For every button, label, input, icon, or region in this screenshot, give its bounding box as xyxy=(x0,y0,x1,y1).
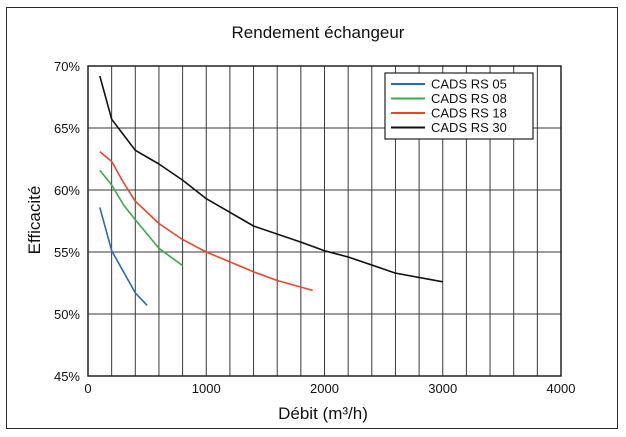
legend-label: CADS RS 18 xyxy=(431,106,507,121)
legend-label: CADS RS 30 xyxy=(431,120,507,135)
x-axis-label: Débit (m³/h) xyxy=(278,404,368,423)
y-tick-label: 50% xyxy=(54,307,80,322)
y-tick-labels: 45% 50% 55% 60% 65% 70% xyxy=(54,59,80,384)
y-tick-label: 55% xyxy=(54,245,80,260)
x-tick-label: 3000 xyxy=(428,381,457,396)
series-line xyxy=(99,150,313,292)
y-tick-label: 45% xyxy=(54,369,80,384)
legend-label: CADS RS 08 xyxy=(431,91,507,106)
series-line xyxy=(99,207,148,306)
x-tick-label: 0 xyxy=(84,381,91,396)
plot-area-border xyxy=(87,65,562,377)
plot-border xyxy=(87,65,562,377)
x-tick-labels: 0 1000 2000 3000 4000 xyxy=(84,381,575,396)
series-line xyxy=(99,169,184,267)
y-tick-label: 65% xyxy=(54,121,80,136)
y-axis-label: Efficacité xyxy=(25,186,44,255)
x-tick-label: 1000 xyxy=(192,381,221,396)
series-line xyxy=(99,75,443,283)
legend-label: CADS RS 05 xyxy=(431,77,507,92)
x-tick-label: 2000 xyxy=(310,381,339,396)
chart-frame xyxy=(6,7,618,429)
series-lines xyxy=(99,75,443,306)
y-tick-label: 60% xyxy=(54,183,80,198)
y-tick-label: 70% xyxy=(54,59,80,74)
chart-title: Rendement échangeur xyxy=(232,23,405,42)
x-tick-label: 4000 xyxy=(547,381,576,396)
